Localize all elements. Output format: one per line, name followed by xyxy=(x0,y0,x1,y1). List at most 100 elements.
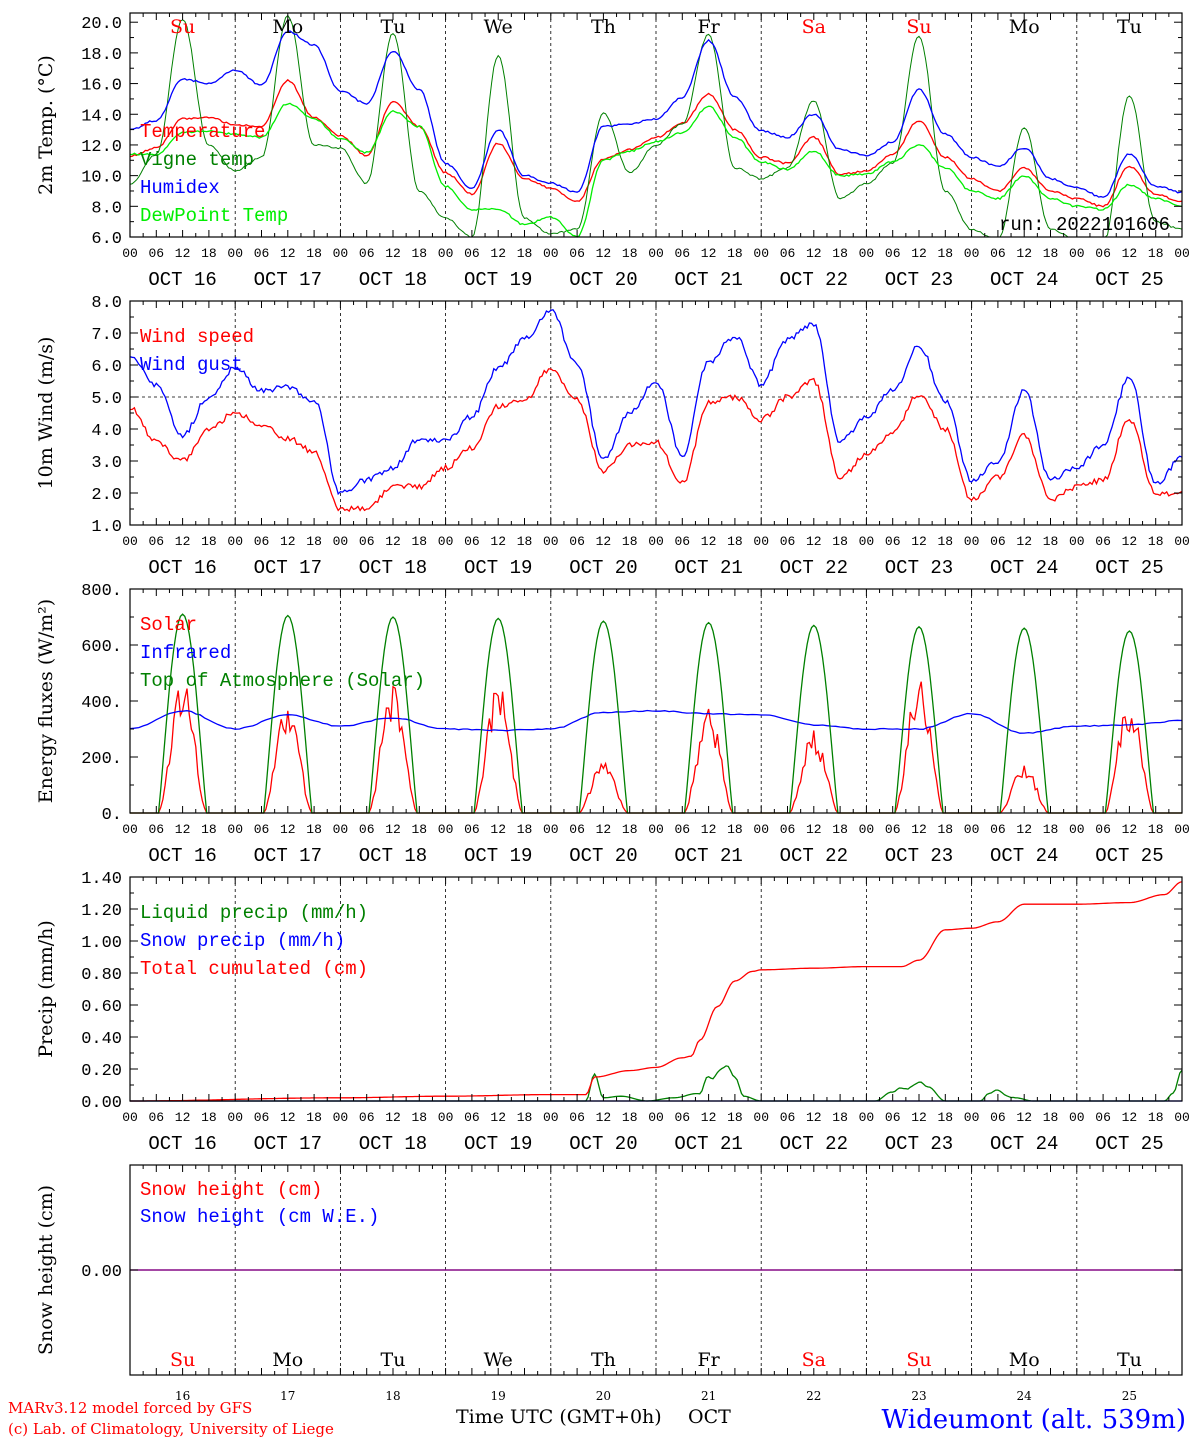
hour-tick-label: 06 xyxy=(780,1110,796,1125)
y-axis-label: Energy fluxes (W/m²) xyxy=(35,599,57,803)
hour-tick-label: 12 xyxy=(701,822,717,837)
hour-tick-label: 06 xyxy=(359,822,375,837)
hour-tick-label: 00 xyxy=(648,1110,664,1125)
hour-tick-label: 06 xyxy=(1095,246,1111,261)
hour-tick-label: 18 xyxy=(411,822,427,837)
hour-tick-label: 00 xyxy=(543,822,559,837)
hour-tick-label: 12 xyxy=(1016,534,1032,549)
hour-tick-label: 18 xyxy=(517,822,533,837)
hour-tick-label: 18 xyxy=(937,246,953,261)
weekday-label: Mo xyxy=(272,16,303,38)
hour-tick-label: 06 xyxy=(885,534,901,549)
date-label: OCT 21 xyxy=(674,557,742,579)
date-label: OCT 23 xyxy=(885,269,953,291)
hour-tick-label: 06 xyxy=(990,534,1006,549)
hour-tick-label: 18 xyxy=(1148,1110,1164,1125)
date-label: OCT 19 xyxy=(464,269,532,291)
hour-tick-label: 18 xyxy=(727,246,743,261)
weekday-label: Tu xyxy=(381,16,406,38)
day-number-label: 25 xyxy=(1122,1389,1137,1403)
hour-tick-label: 06 xyxy=(1095,822,1111,837)
hour-tick-label: 12 xyxy=(911,1110,927,1125)
hour-tick-label: 18 xyxy=(306,1110,322,1125)
hour-tick-label: 06 xyxy=(990,246,1006,261)
y-tick-label: 1.20 xyxy=(81,902,122,921)
date-label: OCT 21 xyxy=(674,1133,742,1155)
y-tick-label: 0. xyxy=(102,806,122,825)
weekday-label: Mo xyxy=(272,1349,303,1371)
date-label: OCT 18 xyxy=(359,269,427,291)
y-tick-label: 800. xyxy=(81,582,122,601)
plot-frame xyxy=(129,12,1183,238)
date-label: OCT 24 xyxy=(990,269,1058,291)
hour-tick-label: 00 xyxy=(122,246,138,261)
hour-tick-label: 18 xyxy=(306,246,322,261)
hour-tick-label: 06 xyxy=(674,822,690,837)
hour-tick-label: 12 xyxy=(1016,822,1032,837)
axes-layer xyxy=(129,12,1183,1376)
hour-tick-label: 12 xyxy=(911,822,927,837)
hour-tick-label: 06 xyxy=(780,534,796,549)
hour-tick-label: 18 xyxy=(1043,534,1059,549)
date-label: OCT 22 xyxy=(780,557,848,579)
date-label: OCT 17 xyxy=(254,1133,322,1155)
weekday-label: Tu xyxy=(1117,16,1142,38)
weekday-label: Mo xyxy=(1009,1349,1040,1371)
month-label: OCT xyxy=(688,1406,731,1428)
hour-tick-label: 06 xyxy=(990,822,1006,837)
hour-tick-label: 18 xyxy=(1148,534,1164,549)
date-label: OCT 25 xyxy=(1095,1133,1163,1155)
hour-tick-label: 12 xyxy=(1122,246,1138,261)
weekday-label: Su xyxy=(170,1349,195,1371)
legend-entry: Wind gust xyxy=(140,354,243,376)
hour-tick-label: 06 xyxy=(885,1110,901,1125)
weekday-label: Tu xyxy=(1117,1349,1142,1371)
hour-tick-label: 06 xyxy=(885,246,901,261)
hour-tick-label: 00 xyxy=(1174,246,1190,261)
hour-tick-label: 18 xyxy=(727,822,743,837)
date-label: OCT 19 xyxy=(464,845,532,867)
hour-tick-label: 12 xyxy=(385,1110,401,1125)
series-line xyxy=(129,709,1183,734)
date-label: OCT 20 xyxy=(569,845,637,867)
day-number-label: 22 xyxy=(806,1389,821,1403)
hour-tick-label: 12 xyxy=(1122,1110,1138,1125)
date-label: OCT 19 xyxy=(464,1133,532,1155)
weekday-label: Th xyxy=(591,1349,616,1371)
y-tick-label: 0.00 xyxy=(81,1263,122,1282)
date-label: OCT 25 xyxy=(1095,269,1163,291)
weekday-label: We xyxy=(484,1349,513,1371)
text-layer: 20.0 18.0 16.0 14.0 12.0 10.0 8.0 6.0 2m Temp. (… xyxy=(35,15,1190,1403)
y-tick-label: 18.0 xyxy=(81,46,122,65)
hour-tick-label: 18 xyxy=(622,534,638,549)
hour-tick-label: 06 xyxy=(148,534,164,549)
series-line xyxy=(130,881,1183,1102)
hour-tick-label: 00 xyxy=(543,1110,559,1125)
hour-tick-label: 00 xyxy=(122,534,138,549)
hour-tick-label: 00 xyxy=(122,1110,138,1125)
hour-tick-label: 12 xyxy=(806,822,822,837)
hour-tick-label: 06 xyxy=(359,1110,375,1125)
hour-tick-label: 18 xyxy=(1043,1110,1059,1125)
hour-tick-label: 12 xyxy=(490,1110,506,1125)
date-label: OCT 24 xyxy=(990,557,1058,579)
date-label: OCT 22 xyxy=(780,269,848,291)
legend-entry: Total cumulated (cm) xyxy=(140,958,368,980)
y-tick-label: 3.0 xyxy=(91,454,122,473)
y-tick-label: 0.20 xyxy=(81,1062,122,1081)
date-label: OCT 24 xyxy=(990,845,1058,867)
date-label: OCT 17 xyxy=(254,845,322,867)
date-label: OCT 25 xyxy=(1095,557,1163,579)
date-label: OCT 18 xyxy=(359,557,427,579)
hour-tick-label: 18 xyxy=(1148,822,1164,837)
plot-frame xyxy=(129,588,1183,814)
hour-tick-label: 06 xyxy=(569,822,585,837)
hour-tick-label: 18 xyxy=(1148,246,1164,261)
legend-entry: Snow precip (mm/h) xyxy=(140,930,345,952)
hour-tick-label: 12 xyxy=(175,822,191,837)
hour-tick-label: 00 xyxy=(859,822,875,837)
hour-tick-label: 12 xyxy=(280,534,296,549)
y-tick-label: 6.0 xyxy=(91,358,122,377)
weekday-label: Th xyxy=(591,16,616,38)
